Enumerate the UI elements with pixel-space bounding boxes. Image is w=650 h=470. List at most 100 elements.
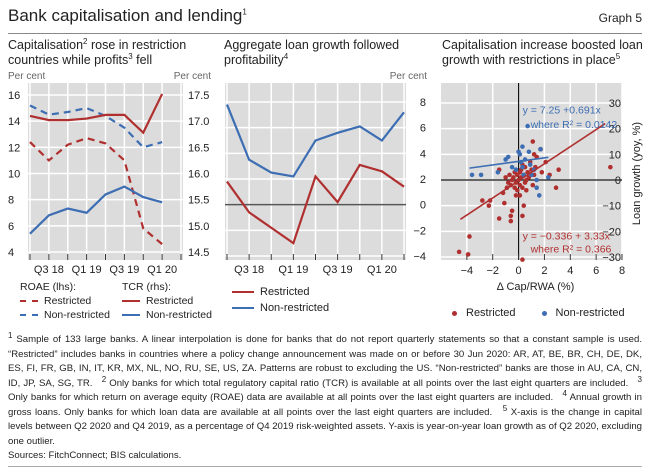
middle-panel-title: Aggregate loan growth followed profitabi… [224,38,424,68]
y-tick-label: 6 [420,123,426,135]
dashed-blue-swatch-icon [20,314,38,316]
legend-header-tcr: TCR (rhs): [122,281,171,293]
scatter-point-non-restricted [526,149,532,155]
left-title-part: fell [132,53,153,67]
legend-item-tcr-restricted: Restricted [122,294,212,308]
scatter-point-non-restricted [520,164,525,170]
scatter-point-non-restricted [536,193,542,198]
x-tick-label: Q3 19 [323,264,353,276]
legend-label: Non-restricted [555,307,625,319]
scatter-point-non-restricted [478,172,484,178]
legend-item-non-restricted: Non-restricted [232,300,329,316]
x-tick-label: 0 [516,265,522,277]
y-tick-label: 8 [420,97,426,109]
right-title-part: Capitalisation increase boosted loan gro… [442,38,643,67]
scatter-point-restricted [608,164,613,170]
y-tick-label-left: 4 [8,247,14,259]
scatter-point-restricted [508,218,514,224]
series-line-non-restricted [225,104,405,178]
graph-title: Bank capitalisation and lending1 [8,6,247,26]
footnote-1: Sample of 133 large banks. A linear inte… [8,334,642,389]
footnote-ref: 5 [615,51,621,61]
y-tick-label-left: 6 [8,221,14,233]
footnote-5: X-axis is the change in capital levels b… [8,406,643,447]
footnote-ref: 2 [83,36,88,46]
y-tick-label-left: 10 [8,169,20,181]
scatter-point-non-restricted [513,167,519,173]
blue-dot-icon [541,310,547,316]
x-tick-label: Q3 18 [234,264,264,276]
scatter-point-restricted [465,252,471,257]
scatter-point-restricted [514,187,520,193]
y-tick-label: 10 [609,149,621,161]
scatter-point-non-restricted [505,154,511,160]
x-tick-label: Q3 18 [34,264,64,276]
x-tick-label: Q1 20 [147,264,177,276]
x-tick-label: Q1 19 [278,264,308,276]
scatter-point-restricted [521,203,527,208]
legend-item-tcr-nonrestricted: Non-restricted [122,308,212,322]
scatter-point-restricted [517,193,523,198]
scatter-point-non-restricted [534,177,539,183]
scatter-point-restricted [531,152,537,157]
scatter-point-restricted [556,167,561,173]
scatter-point-non-restricted [525,123,530,129]
x-tick-label: −4 [461,265,474,277]
footnote-3: Only banks for which return on average e… [8,392,554,403]
y-tick-label: 20 [609,124,621,136]
scatter-point-restricted [496,216,502,221]
footnote-2: Only banks for which total regulatory ca… [106,377,629,389]
footnote-4: Annual growth in gross loans. Only banks… [8,392,642,418]
x-axis-title: Δ Cap/RWA (%) [497,281,575,293]
y-tick-label-right: 15.0 [188,221,209,233]
right-legend: Restricted Non-restricted [452,306,625,320]
scatter-point-restricted [486,203,492,208]
footnote-ref: 4 [283,51,289,61]
scatter-point-non-restricted [517,152,523,157]
fit-r2-non-restricted: where R² = 0.0142 [530,119,618,131]
y-tick-label: −20 [602,226,621,238]
x-tick-label: −2 [486,265,499,277]
left-title-part: rose in restriction countries while prof… [8,38,187,67]
left-chart: 4 6 8 10 12 14 16 14.5 15.0 15.5 16.0 16.5 17.0 17.5 Q… [8,83,209,276]
dashed-red-swatch-icon [20,300,38,302]
scatter-point-restricted [503,175,508,180]
left-unit-label-rhs: Per cent [174,71,211,82]
scatter-point-restricted [502,200,507,206]
y-tick-label-right: 16.5 [188,142,209,154]
fit-line-non-restricted [469,156,549,169]
legend-header-roae: ROAE (lhs): [20,281,77,293]
solid-red-swatch-icon [122,300,140,302]
legend-item-non-restricted: Non-restricted [541,306,625,320]
series-line-tcr-restricted [29,93,164,135]
series-line-restricted [226,163,405,245]
legend-label: Restricted [466,307,516,319]
x-tick-label: Q1 19 [72,264,102,276]
y-tick-label-left: 14 [8,116,20,128]
x-tick-label: 2 [541,265,547,277]
y-tick-label-left: 8 [8,195,14,207]
footnote-number: 5 [502,403,508,413]
solid-red-swatch-icon [232,291,254,293]
legend-label: Restricted [44,295,92,307]
y-tick-label: −10 [602,201,621,213]
scatter-point-restricted [530,182,536,188]
middle-chart: −4 −2 0 2 4 6 8 Q3 18 Q1 19 Q3 19 Q1 20 [225,83,426,276]
scatter-point-non-restricted [495,170,501,175]
x-tick-label: Q1 20 [367,264,397,276]
scatter-point-non-restricted [527,162,533,167]
scatter-point-restricted [480,198,485,203]
footnote-number: 4 [562,388,567,398]
scatter-point-non-restricted [520,144,525,149]
scatter-point-restricted [524,187,529,193]
scatter-point-non-restricted [509,164,515,170]
scatter-point-non-restricted [469,172,475,178]
scatter-point-restricted [509,208,515,214]
y-tick-label: −2 [413,225,426,237]
fit-r2-restricted: where R² = 0.366 [530,243,612,255]
y-tick-label-right: 16.0 [188,169,209,181]
scatter-point-restricted [467,234,472,239]
legend-item-restricted: Restricted [232,284,329,300]
left-legend: ROAE (lhs): Restricted Non-restricted TC… [20,280,212,322]
